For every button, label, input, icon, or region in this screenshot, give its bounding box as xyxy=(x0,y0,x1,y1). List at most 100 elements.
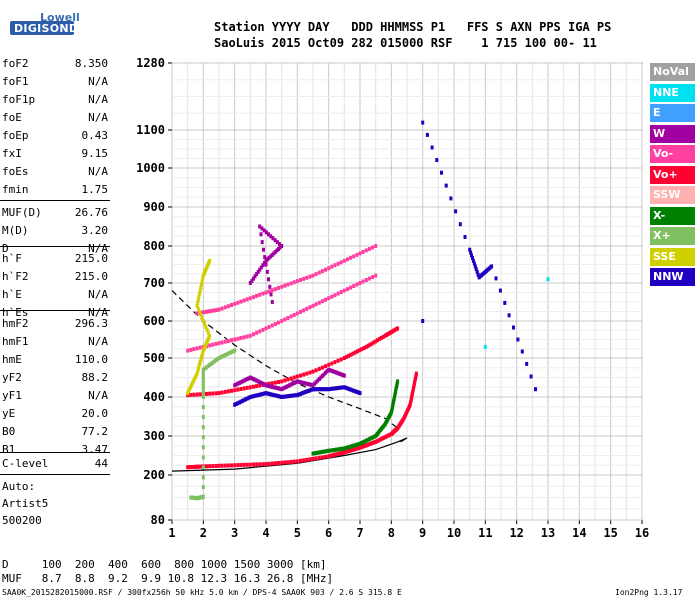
data-point xyxy=(198,291,202,296)
data-point xyxy=(194,464,197,469)
data-point xyxy=(236,300,240,305)
data-point xyxy=(203,366,207,371)
data-point xyxy=(264,230,268,235)
data-point xyxy=(339,446,343,451)
data-point xyxy=(349,444,353,449)
x-tick-label: 7 xyxy=(356,526,363,540)
data-point xyxy=(330,386,334,391)
separator xyxy=(0,246,110,247)
data-point xyxy=(375,439,379,444)
data-point xyxy=(283,385,287,390)
data-point xyxy=(261,291,265,296)
data-point xyxy=(330,448,334,453)
data-point xyxy=(302,276,306,281)
param-value: N/A xyxy=(88,75,108,88)
x-tick-label: 10 xyxy=(447,526,461,540)
data-point xyxy=(272,385,276,390)
data-point xyxy=(252,384,255,389)
data-point xyxy=(267,289,271,294)
data-point xyxy=(234,402,238,406)
data-point xyxy=(314,456,318,461)
data-point xyxy=(320,269,324,274)
data-point xyxy=(230,463,233,468)
param-row: hmE 110.0 xyxy=(2,353,108,371)
separator xyxy=(0,452,110,453)
separator xyxy=(0,310,110,311)
data-point xyxy=(498,288,502,293)
data-point xyxy=(258,267,262,272)
param-value: N/A xyxy=(88,93,108,106)
data-point xyxy=(214,464,218,468)
data-point xyxy=(204,324,208,329)
param-value: N/A xyxy=(88,111,108,124)
data-point xyxy=(200,355,203,360)
data-point xyxy=(255,272,259,277)
data-point xyxy=(248,462,252,467)
data-point xyxy=(201,386,205,391)
data-point xyxy=(342,288,346,293)
data-point xyxy=(295,393,299,398)
param-row: yF2 88.2 xyxy=(2,371,108,389)
data-point xyxy=(201,494,205,499)
data-point xyxy=(349,448,353,453)
data-point xyxy=(236,401,240,406)
data-point xyxy=(187,465,191,470)
data-point xyxy=(265,269,269,274)
data-point xyxy=(273,287,277,292)
data-point xyxy=(241,379,244,384)
data-point xyxy=(353,350,357,355)
data-point xyxy=(253,393,257,398)
data-point xyxy=(305,275,309,280)
data-point xyxy=(371,435,374,440)
data-point xyxy=(220,354,224,359)
data-point xyxy=(233,463,237,468)
param-name: B0 xyxy=(2,425,16,438)
data-point xyxy=(362,346,366,350)
data-point xyxy=(273,380,277,385)
data-point xyxy=(233,337,237,342)
data-point xyxy=(258,292,262,297)
data-point xyxy=(440,170,443,175)
data-point xyxy=(320,449,324,454)
data-point xyxy=(195,371,199,376)
data-point xyxy=(414,371,418,376)
data-point xyxy=(314,368,318,373)
header-line-2: SaoLuis 2015 Oct09 282 015000 RSF 1 715 … xyxy=(214,36,597,50)
data-point xyxy=(260,240,264,245)
data-point xyxy=(292,375,296,380)
param-row: h`E N/A xyxy=(2,288,108,306)
data-point xyxy=(264,258,268,263)
data-point xyxy=(233,388,237,393)
data-point xyxy=(374,339,378,344)
data-point xyxy=(208,363,212,367)
data-point xyxy=(245,297,249,302)
data-point xyxy=(483,344,487,349)
data-point xyxy=(189,392,193,397)
data-point xyxy=(345,354,348,359)
data-point xyxy=(320,365,324,370)
data-point xyxy=(336,261,340,266)
data-point xyxy=(356,442,360,447)
separator xyxy=(0,200,110,201)
param-value: 215.0 xyxy=(74,270,108,283)
data-point xyxy=(258,392,262,397)
data-point xyxy=(300,380,304,385)
data-point xyxy=(201,350,205,355)
param-value: N/A xyxy=(88,335,108,348)
data-point xyxy=(335,386,338,391)
data-point xyxy=(264,383,268,388)
data-point xyxy=(239,399,243,404)
solid-curve xyxy=(171,437,408,472)
data-point xyxy=(205,327,209,332)
data-point xyxy=(283,378,287,383)
data-point xyxy=(473,264,477,269)
data-point xyxy=(198,288,202,293)
data-point xyxy=(273,393,277,398)
data-point xyxy=(242,386,246,391)
data-point xyxy=(245,334,249,339)
data-point xyxy=(525,361,529,366)
data-point xyxy=(236,381,240,386)
data-point xyxy=(198,359,202,364)
data-point xyxy=(280,319,284,323)
data-point xyxy=(196,306,200,311)
